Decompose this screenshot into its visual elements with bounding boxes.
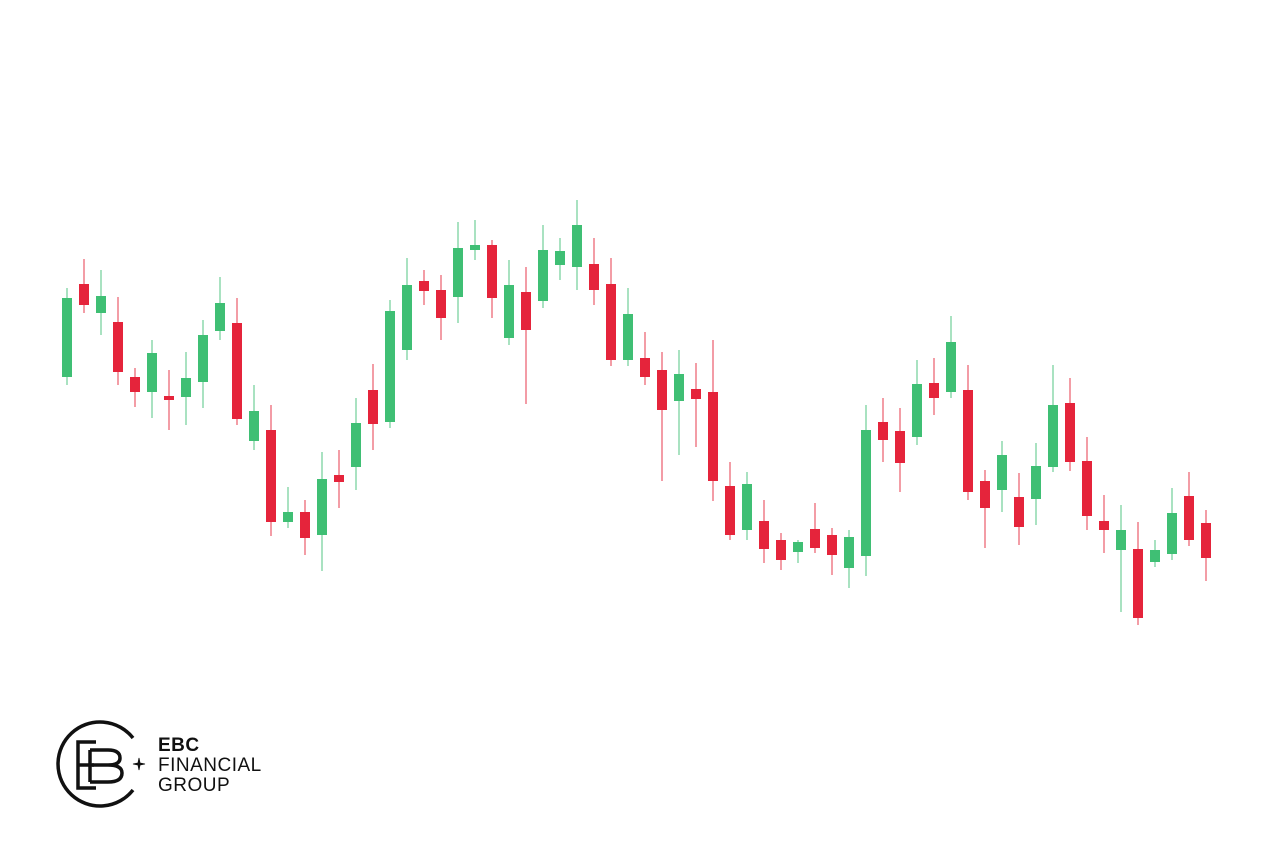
logo-line: GROUP [158,775,230,796]
candle-body [198,335,208,382]
candle-body [351,423,361,467]
candle-body [1082,461,1092,516]
candle-body [827,535,837,555]
candle-body [521,292,531,330]
candle-body [215,303,225,331]
candle-body [1167,513,1177,554]
candle-body [606,284,616,360]
candle-body [997,455,1007,490]
candle-body [368,390,378,424]
candle-body [589,264,599,290]
candle-body [419,281,429,291]
candle-body [1150,550,1160,562]
candle-body [436,290,446,318]
candle-body [402,285,412,350]
candle-body [793,542,803,552]
logo-star [132,757,146,771]
candle-body [504,285,514,338]
candle-body [572,225,582,267]
candle-body [470,245,480,250]
candle-body [385,311,395,422]
candle-body [113,322,123,372]
candle-body [657,370,667,410]
candle-body [249,411,259,441]
candle-body [623,314,633,360]
candle-body [878,422,888,440]
candle-body [946,342,956,392]
candle-body [538,250,548,301]
candle-body [1065,403,1075,462]
candle-body [844,537,854,568]
candle-body [1201,523,1211,558]
candle-body [317,479,327,535]
candle-body [334,475,344,482]
candle-body [96,296,106,313]
candle-body [929,383,939,398]
logo [56,720,146,808]
candle-body [1031,466,1041,499]
candle-body [1014,497,1024,527]
candle-body [810,529,820,548]
candle-body [1116,530,1126,550]
candle-body [759,521,769,549]
candle-body [895,431,905,463]
logo-line: EBC [158,735,200,756]
candle-body [487,245,497,298]
candle-body [147,353,157,392]
candle-body [708,392,718,481]
logo-line: FINANCIAL [158,755,262,776]
logo-ring [56,720,135,808]
candle-body [453,248,463,297]
candle-body [640,358,650,377]
candle-body [266,430,276,522]
candle-body [555,251,565,265]
logo-b [88,748,124,784]
candle-body [164,396,174,400]
candle-body [1184,496,1194,540]
candle-body [232,323,242,419]
candle-body [980,481,990,508]
candle-body [62,298,72,377]
candle-body [1133,549,1143,618]
candle-body [691,389,701,399]
candle-body [861,430,871,556]
candle-body [742,484,752,530]
candle-body [1048,405,1058,467]
candle-body [1099,521,1109,530]
candle-body [283,512,293,522]
candle-body [912,384,922,437]
candle-body [79,284,89,305]
candle-body [181,378,191,397]
candle-body [963,390,973,492]
candle-body [300,512,310,538]
candle-body [725,486,735,535]
candle-body [776,540,786,560]
candle-body [130,377,140,392]
candle-body [674,374,684,401]
